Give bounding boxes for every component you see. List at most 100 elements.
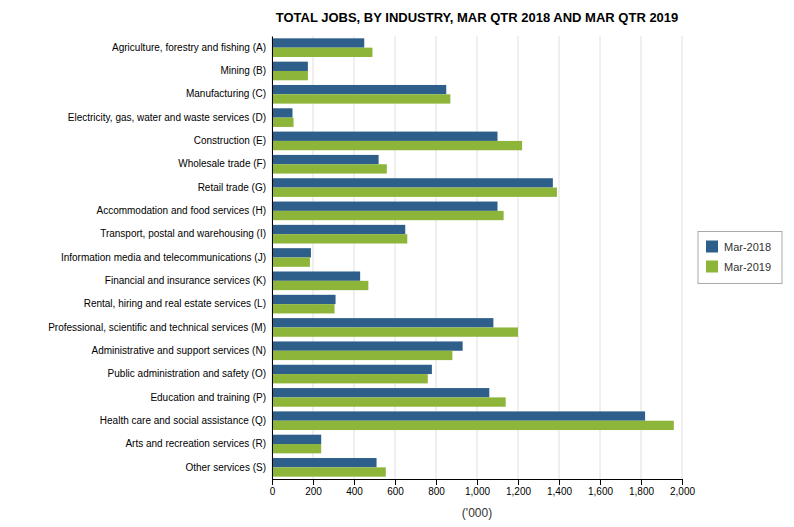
tick-mark xyxy=(600,479,601,485)
legend-label: Mar-2019 xyxy=(724,261,771,273)
tick: Public administration and safety (O) xyxy=(108,368,272,379)
tick-mark xyxy=(518,479,519,485)
tick-mark xyxy=(272,479,273,485)
grid xyxy=(272,36,682,479)
tick-label: 0 xyxy=(270,486,276,497)
legend-item: Mar-2018 xyxy=(706,241,771,253)
tick: Electricity, gas, water and waste servic… xyxy=(68,112,272,123)
legend-label: Mar-2018 xyxy=(724,241,771,253)
bar xyxy=(272,318,493,327)
bar xyxy=(272,397,506,406)
tick: Transport, postal and warehousing (I) xyxy=(100,228,272,239)
tick-mark xyxy=(682,479,683,485)
tick-label: Rental, hiring and real estate services … xyxy=(84,298,266,309)
tick-label: Health care and social assistance (Q) xyxy=(100,415,266,426)
chart: 02004006008001,0001,2001,4001,6001,8002,… xyxy=(0,0,794,527)
legend-swatch xyxy=(706,241,718,253)
tick-label: 1,400 xyxy=(547,486,572,497)
tick: 0 xyxy=(270,479,276,497)
x-axis-title: ('000) xyxy=(462,506,492,520)
tick: 800 xyxy=(428,479,445,497)
bar xyxy=(272,62,308,71)
tick-label: Electricity, gas, water and waste servic… xyxy=(68,112,266,123)
tick-label: 200 xyxy=(305,486,322,497)
tick-mark xyxy=(641,479,642,485)
tick: 1,200 xyxy=(506,479,531,497)
tick: Retail trade (G) xyxy=(198,182,272,193)
bar xyxy=(272,85,446,94)
tick: 2,000 xyxy=(670,479,695,497)
tick-label: Manufacturing (C) xyxy=(186,88,266,99)
bar xyxy=(272,467,386,476)
tick: Construction (E) xyxy=(194,135,272,146)
bar xyxy=(272,351,452,360)
tick: Other services (S) xyxy=(185,462,272,473)
legend: Mar-2018 Mar-2019 xyxy=(698,232,782,284)
tick-mark xyxy=(477,479,478,485)
bar xyxy=(272,178,553,187)
bar-series xyxy=(272,38,645,467)
tick-label: 600 xyxy=(387,486,404,497)
bar xyxy=(272,271,360,280)
tick: Health care and social assistance (Q) xyxy=(100,415,272,426)
bar xyxy=(272,188,557,197)
tick-label: 400 xyxy=(346,486,363,497)
tick-label: Professional, scientific and technical s… xyxy=(48,322,266,333)
bar xyxy=(272,108,293,117)
tick: 400 xyxy=(346,479,363,497)
tick: Mining (B) xyxy=(220,65,272,76)
bar xyxy=(272,341,463,350)
bar xyxy=(272,421,674,430)
axis-line xyxy=(273,480,683,486)
bar xyxy=(272,327,518,336)
legend-frame xyxy=(698,232,782,284)
tick-label: Arts and recreation services (R) xyxy=(125,438,266,449)
bar xyxy=(272,164,387,173)
tick-label: Wholesale trade (F) xyxy=(178,158,266,169)
tick-label: Mining (B) xyxy=(220,65,266,76)
bar xyxy=(272,141,522,150)
tick-label: Agriculture, forestry and fishing (A) xyxy=(112,42,266,53)
tick: 1,000 xyxy=(465,479,490,497)
tick-label: 1,000 xyxy=(465,486,490,497)
bar xyxy=(272,94,450,103)
bar xyxy=(272,155,379,164)
bar xyxy=(272,48,372,57)
bar xyxy=(272,71,308,80)
bar xyxy=(272,225,405,234)
tick-mark xyxy=(395,479,396,485)
tick-mark xyxy=(559,479,560,485)
bar xyxy=(272,304,335,313)
tick: Manufacturing (C) xyxy=(186,88,272,99)
tick-label: Transport, postal and warehousing (I) xyxy=(100,228,266,239)
tick: 200 xyxy=(305,479,322,497)
tick: 600 xyxy=(387,479,404,497)
tick: Accommodation and food services (H) xyxy=(96,205,272,216)
y-axis: Agriculture, forestry and fishing (A) Min… xyxy=(48,37,272,480)
bars xyxy=(272,38,674,476)
tick: Rental, hiring and real estate services … xyxy=(84,298,272,309)
grid-line xyxy=(682,36,683,479)
axis-line xyxy=(272,37,273,480)
tick: Financial and insurance services (K) xyxy=(105,275,272,286)
tick-mark xyxy=(313,479,314,485)
tick-label: 1,600 xyxy=(588,486,613,497)
tick: Agriculture, forestry and fishing (A) xyxy=(112,42,272,53)
tick: 1,400 xyxy=(547,479,572,497)
bar xyxy=(272,365,432,374)
tick-label: Other services (S) xyxy=(185,462,266,473)
bar xyxy=(272,258,310,267)
bar-series xyxy=(272,48,674,477)
tick: Administrative and support services (N) xyxy=(91,345,272,356)
tick-label: Public administration and safety (O) xyxy=(108,368,266,379)
bar xyxy=(272,211,504,220)
legend-item: Mar-2019 xyxy=(706,261,771,273)
tick-label: Education and training (P) xyxy=(150,392,266,403)
plot: 02004006008001,0001,2001,4001,6001,8002,… xyxy=(48,36,695,520)
bar xyxy=(272,248,311,257)
tick: Information media and telecommunications… xyxy=(61,252,272,263)
tick: Arts and recreation services (R) xyxy=(125,438,272,449)
bar xyxy=(272,458,377,467)
bar xyxy=(272,444,321,453)
tick-label: 800 xyxy=(428,486,445,497)
